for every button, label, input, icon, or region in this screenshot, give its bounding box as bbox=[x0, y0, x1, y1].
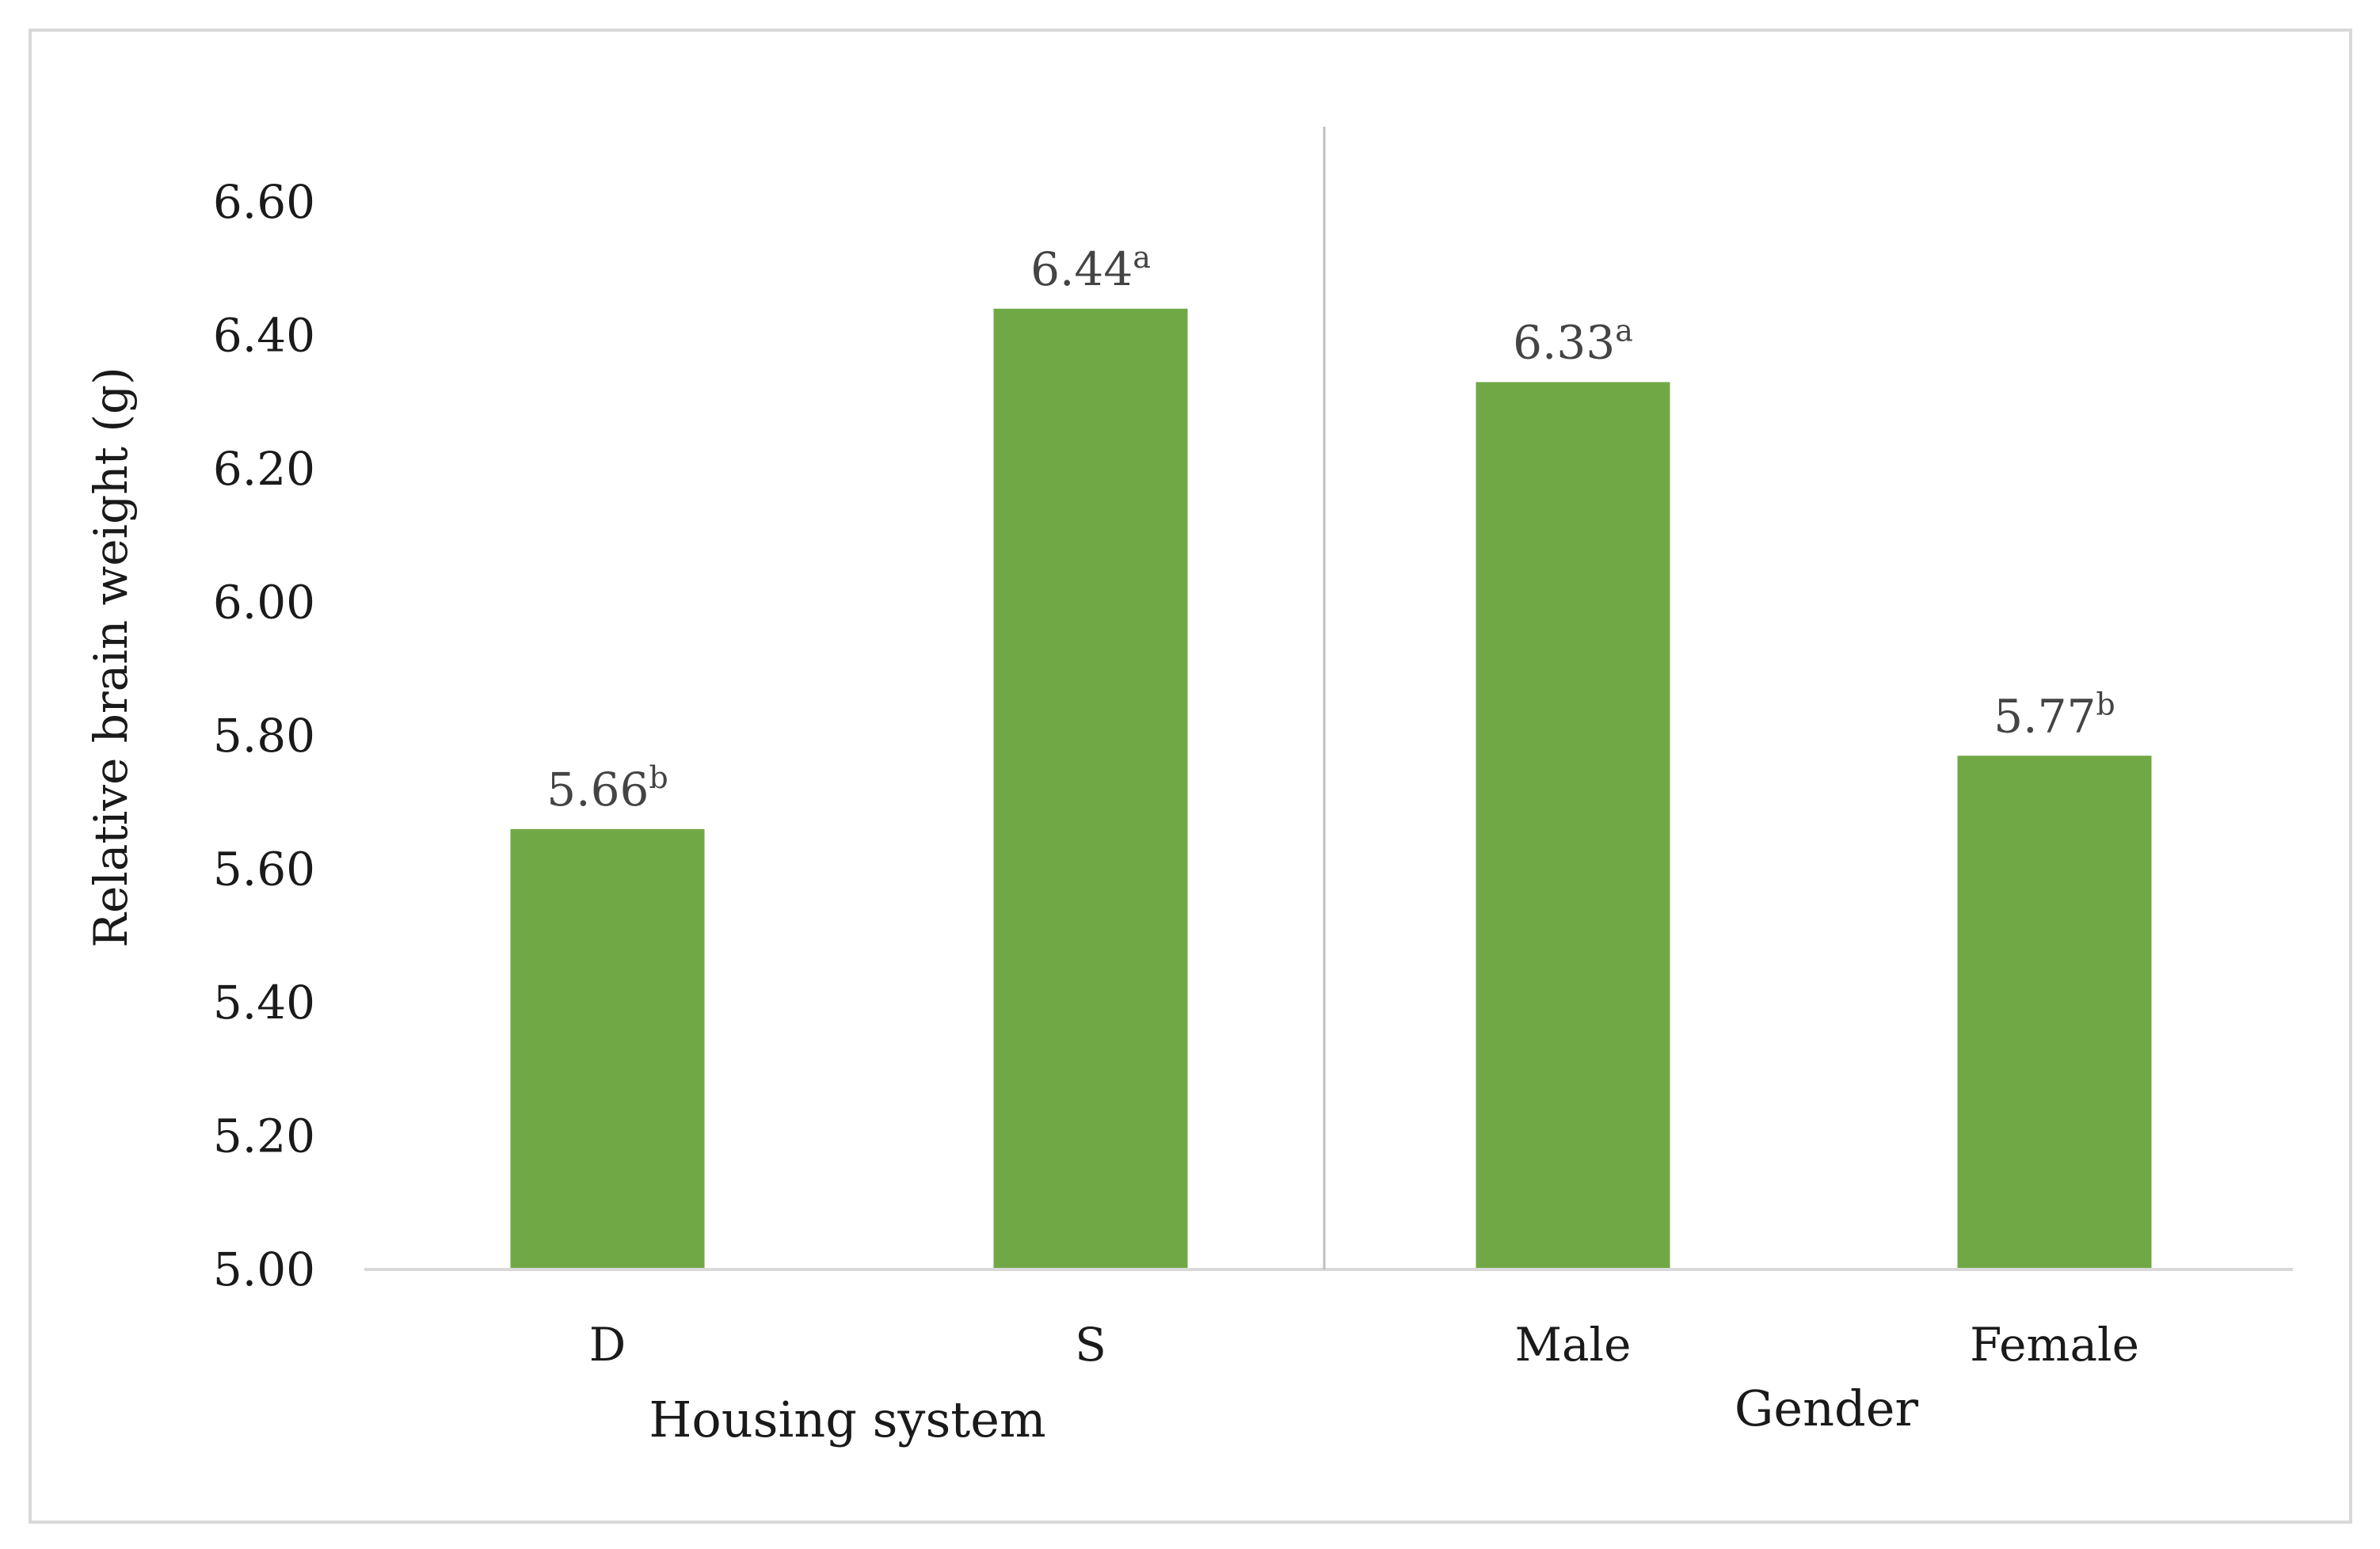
y-tick-label: 6.40 bbox=[213, 309, 315, 363]
y-axis: 5.00 5.20 5.40 5.60 5.80 6.00 6.20 6.40 6.60 bbox=[213, 175, 315, 1296]
data-label: 6.44a bbox=[1030, 240, 1151, 296]
y-tick-label: 5.40 bbox=[213, 976, 315, 1029]
y-axis-title: Relative brain weight (g) bbox=[84, 367, 138, 947]
bar-s bbox=[993, 308, 1188, 1269]
data-label: 6.33a bbox=[1513, 313, 1633, 369]
data-labels: 5.66b 6.44a 6.33a 5.77b bbox=[546, 240, 2115, 816]
category-labels: D S Male Female bbox=[589, 1318, 2139, 1372]
y-tick-label: 5.20 bbox=[213, 1109, 315, 1163]
category-label: Female bbox=[1970, 1318, 2139, 1372]
data-label: 5.77b bbox=[1993, 687, 2115, 743]
group-label: Housing system bbox=[649, 1391, 1045, 1448]
category-label: D bbox=[589, 1318, 626, 1372]
y-tick-label: 6.60 bbox=[213, 175, 315, 229]
bars bbox=[510, 308, 2152, 1270]
category-label: Male bbox=[1515, 1318, 1632, 1372]
y-tick-label: 6.20 bbox=[213, 442, 315, 496]
y-tick-label: 6.00 bbox=[213, 576, 315, 630]
category-label: S bbox=[1075, 1318, 1106, 1372]
bar-female bbox=[1957, 755, 2152, 1269]
group-labels: Housing system Gender bbox=[649, 1380, 1918, 1448]
data-label: 5.66b bbox=[546, 760, 668, 816]
group-label: Gender bbox=[1735, 1380, 1919, 1437]
y-tick-label: 5.60 bbox=[213, 843, 315, 896]
y-tick-label: 5.80 bbox=[213, 709, 315, 763]
bar-male bbox=[1476, 382, 1670, 1270]
bar-d bbox=[510, 828, 705, 1269]
y-tick-label: 5.00 bbox=[213, 1243, 315, 1296]
